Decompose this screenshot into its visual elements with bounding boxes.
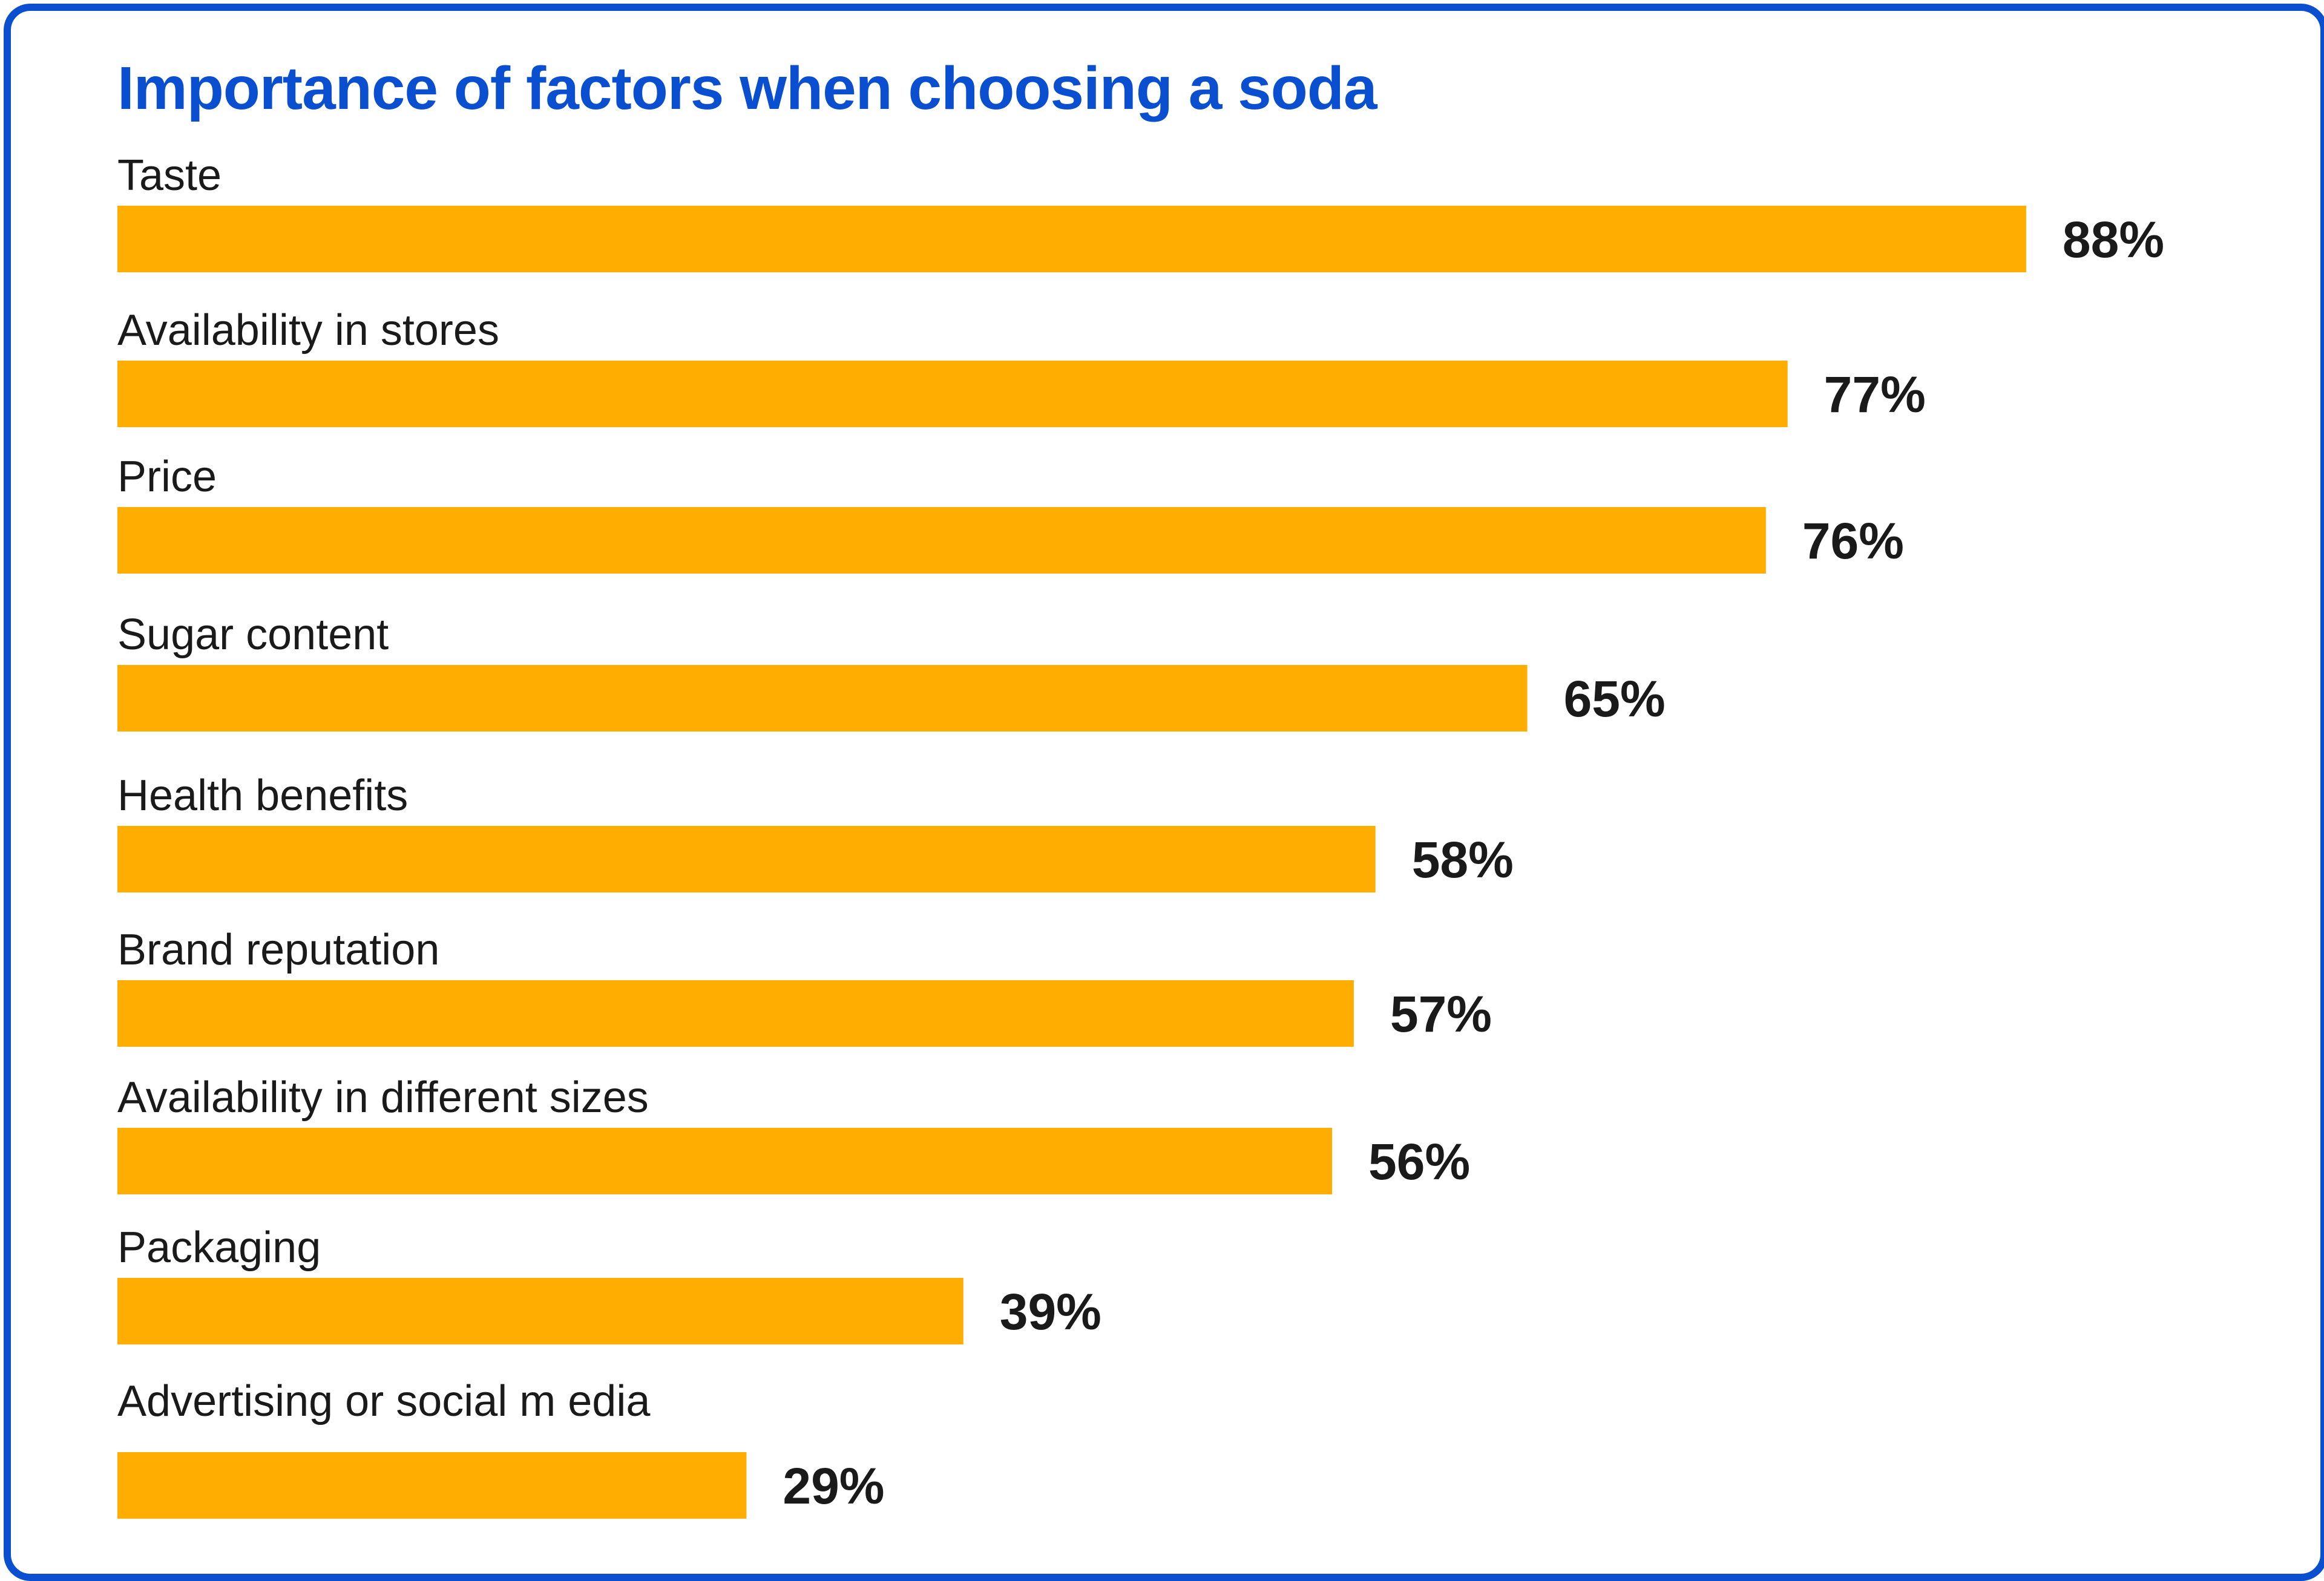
bar [117, 507, 1766, 574]
value-label: 57% [1390, 986, 1492, 1043]
bar [117, 361, 1788, 427]
bar [117, 1128, 1333, 1194]
value-label: 58% [1412, 831, 1514, 888]
bar [117, 826, 1376, 892]
value-label: 77% [1824, 366, 1926, 423]
category-label: Price [117, 453, 217, 501]
value-label: 56% [1368, 1133, 1470, 1190]
category-label: Advertising or social m edia [117, 1377, 651, 1426]
bar [117, 1278, 963, 1344]
value-label: 65% [1564, 670, 1666, 727]
category-label: Health benefits [117, 771, 408, 820]
category-label: Brand reputation [117, 926, 439, 974]
value-label: 29% [783, 1458, 884, 1514]
bar [117, 206, 2026, 272]
bar [117, 1452, 747, 1519]
value-label: 76% [1802, 512, 1904, 569]
category-label: Sugar content [117, 610, 389, 659]
category-label: Availability in different sizes [117, 1073, 649, 1122]
category-label: Taste [117, 151, 222, 200]
value-label: 39% [1000, 1283, 1101, 1340]
bar [117, 980, 1354, 1047]
category-label: Packaging [117, 1223, 321, 1272]
bar [117, 665, 1528, 732]
value-label: 88% [2063, 211, 2164, 268]
chart-title: Importance of factors when choosing a so… [117, 54, 1377, 122]
category-label: Availability in stores [117, 306, 499, 355]
